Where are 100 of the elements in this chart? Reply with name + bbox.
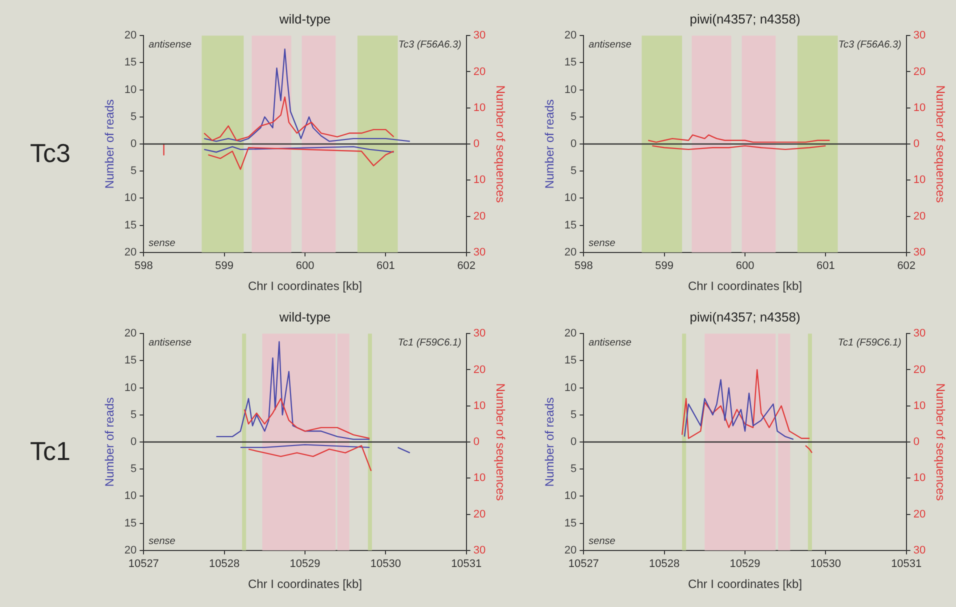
x-tick-label: 10528 (209, 558, 240, 570)
y-tick-label: 20 (124, 246, 137, 258)
chart-title: wild-type (278, 11, 331, 26)
x-tick-label: 598 (574, 260, 593, 272)
x-tick-label: 10529 (290, 558, 320, 570)
annotation: antisense (148, 337, 192, 348)
x-axis-title: Chr I coordinates [kb] (248, 279, 362, 294)
x-tick-label: 10528 (649, 558, 680, 570)
y-tick-label: 15 (124, 56, 137, 69)
y2-tick-label: 10 (473, 472, 486, 484)
x-tick-label: 10527 (128, 558, 159, 570)
y-tick-label: 10 (124, 192, 137, 204)
y2-tick-label: 30 (473, 328, 486, 340)
annotation: Tc1 (F59C6.1) (398, 337, 462, 348)
y-tick-label: 20 (124, 328, 137, 340)
y2-tick-label: 30 (913, 246, 926, 258)
y-tick-label: 5 (130, 463, 137, 476)
y-tick-label: 15 (124, 219, 137, 232)
chart-title: piwi(n4357; n4358) (690, 309, 800, 324)
y-tick-label: 15 (124, 517, 137, 530)
y-tick-label: 10 (124, 490, 137, 502)
y-axis-title: Number of reads (542, 397, 557, 487)
x-tick-label: 601 (376, 260, 395, 272)
y2-tick-label: 10 (913, 472, 926, 484)
y2-axis-title: Number of sequences (933, 383, 948, 501)
y2-tick-label: 30 (473, 30, 486, 42)
y2-tick-label: 10 (473, 400, 486, 412)
annotation: antisense (588, 337, 632, 348)
y-tick-label: 5 (130, 165, 137, 178)
y-tick-label: 20 (564, 328, 577, 340)
y2-tick-label: 20 (473, 364, 486, 376)
x-tick-label: 601 (816, 260, 835, 272)
x-tick-label: 10530 (810, 558, 841, 570)
y2-tick-label: 10 (913, 174, 926, 186)
y2-tick-label: 10 (913, 102, 926, 114)
x-tick-label: 600 (296, 260, 314, 272)
annotation: sense (588, 238, 616, 250)
x-tick-label: 602 (897, 260, 916, 272)
annotation: sense (588, 536, 616, 548)
y-tick-label: 0 (130, 436, 137, 448)
x-tick-label: 602 (457, 260, 476, 272)
y-axis-title: Number of reads (102, 397, 117, 487)
y-tick-label: 5 (130, 408, 137, 421)
y-tick-label: 10 (564, 192, 577, 204)
y2-tick-label: 20 (473, 508, 486, 520)
y-tick-label: 5 (570, 110, 577, 123)
y2-tick-label: 30 (473, 544, 486, 556)
y-tick-label: 15 (124, 354, 137, 367)
y2-tick-label: 20 (473, 66, 486, 78)
x-tick-label: 10531 (891, 558, 922, 570)
x-tick-label: 599 (655, 260, 674, 272)
y-tick-label: 20 (124, 544, 137, 556)
y-tick-label: 15 (564, 56, 577, 69)
x-axis-title: Chr I coordinates [kb] (248, 577, 362, 592)
y2-tick-label: 10 (473, 102, 486, 114)
y-tick-label: 15 (564, 354, 577, 367)
y2-tick-label: 0 (913, 138, 920, 150)
y-tick-label: 0 (570, 138, 577, 150)
annotation: antisense (148, 39, 192, 50)
y-tick-label: 10 (124, 382, 137, 394)
y-tick-label: 10 (124, 84, 137, 96)
y-tick-label: 5 (570, 165, 577, 178)
x-tick-label: 599 (215, 260, 234, 272)
x-tick-label: 600 (736, 260, 754, 272)
y-axis-title: Number of reads (102, 99, 117, 189)
y-tick-label: 5 (570, 463, 577, 476)
y2-tick-label: 30 (913, 30, 926, 42)
x-tick-label: 10529 (730, 558, 760, 570)
y2-tick-label: 10 (913, 400, 926, 412)
y-tick-label: 10 (564, 84, 577, 96)
annotation: antisense (588, 39, 632, 50)
y2-tick-label: 30 (913, 328, 926, 340)
y-tick-label: 5 (130, 110, 137, 123)
y-tick-label: 15 (564, 219, 577, 232)
y2-tick-label: 0 (913, 436, 920, 448)
y-tick-label: 20 (564, 544, 577, 556)
y-tick-label: 15 (564, 517, 577, 530)
y-tick-label: 10 (564, 490, 577, 502)
y2-tick-label: 20 (913, 210, 926, 222)
annotation: sense (148, 238, 176, 250)
annotation: Tc3 (F56A6.3) (398, 39, 462, 50)
y2-tick-label: 20 (913, 364, 926, 376)
x-axis-title: Chr I coordinates [kb] (688, 577, 802, 592)
y-tick-label: 0 (130, 138, 137, 150)
y2-axis-title: Number of sequences (493, 85, 508, 203)
y2-tick-label: 30 (473, 246, 486, 258)
x-axis-title: Chr I coordinates [kb] (688, 279, 802, 294)
y-tick-label: 10 (564, 382, 577, 394)
y2-axis-title: Number of sequences (493, 383, 508, 501)
y-tick-label: 0 (570, 436, 577, 448)
y2-tick-label: 0 (473, 436, 480, 448)
x-tick-label: 10530 (370, 558, 401, 570)
annotation: sense (148, 536, 176, 548)
chart-title: wild-type (278, 309, 331, 324)
annotation: Tc1 (F59C6.1) (838, 337, 902, 348)
y2-axis-title: Number of sequences (933, 85, 948, 203)
text: Tc3 (30, 138, 70, 169)
text: Tc1 (30, 436, 70, 467)
y-axis-title: Number of reads (542, 99, 557, 189)
y2-tick-label: 20 (913, 66, 926, 78)
